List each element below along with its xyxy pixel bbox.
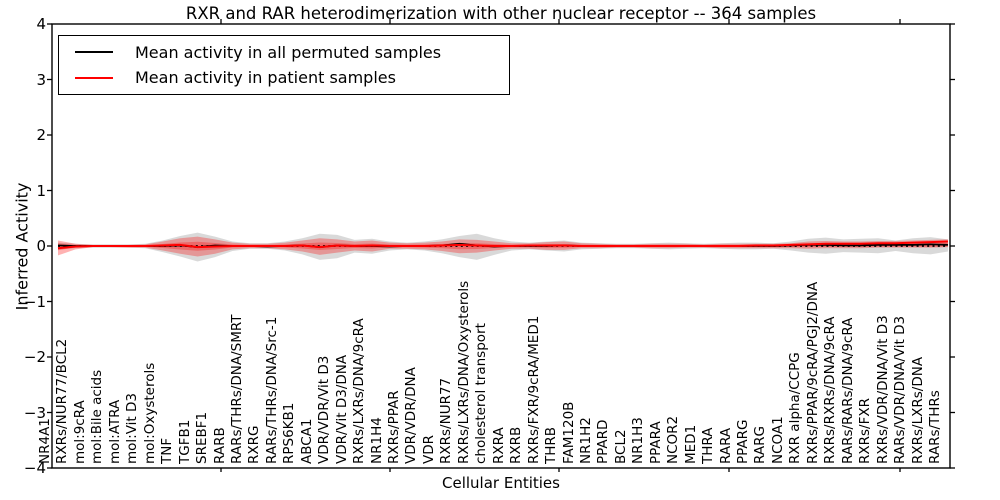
x-category-label: RARs/RARs/DNA/9cRA	[839, 317, 856, 464]
patient-mean-line	[57, 240, 948, 250]
x-category-label: RPS6KB1	[281, 402, 298, 464]
x-category-label: BCL2	[612, 429, 629, 464]
x-category-label: PPARG	[735, 419, 751, 465]
legend-item-patient: Mean activity in patient samples	[59, 68, 509, 87]
x-category-label: RXRs/FXR	[857, 398, 874, 464]
x-category-label: RARs/THRs/DNA/SMRT	[228, 314, 245, 464]
x-category-label: SREBF1	[194, 411, 211, 464]
x-category-label: NCOA1	[769, 416, 786, 464]
x-category-label: RXRs/LXRs/DNA	[909, 356, 926, 464]
x-category-label: cholesterol transport	[473, 323, 490, 464]
x-category-label: FAM120B	[560, 401, 577, 464]
x-category-label: RXRB	[508, 426, 525, 464]
x-category-label: VDR/Vit D3/DNA	[333, 354, 350, 464]
x-category-label: RXRs/PPAR	[386, 390, 402, 464]
x-category-label: RARA	[717, 427, 734, 464]
x-category-label: THRB	[543, 426, 560, 464]
x-category-label: RXR alpha/CCPG	[787, 352, 804, 464]
y-tick-label: 4	[36, 15, 46, 33]
y-tick-label: −2	[23, 348, 46, 366]
x-category-label: RXRs/LXRs/DNA/9cRA	[351, 318, 368, 464]
x-category-label: mol:Bile acids	[89, 369, 106, 464]
x-category-label: RARG	[752, 426, 769, 464]
x-category-label: mol:Vit D3	[124, 393, 141, 464]
x-category-label: RXRs/VDR/DNA/Vit D3	[874, 315, 891, 464]
legend-label-permuted: Mean activity in all permuted samples	[135, 42, 442, 62]
x-category-label: RXRs/NUR77/BCL2	[54, 338, 71, 464]
legend-line-black-icon	[75, 51, 113, 54]
x-category-label: RXRs/FXR/9cRA/MED1	[525, 315, 542, 464]
x-category-label: RXRA	[490, 427, 507, 464]
x-category-label: NR1H2	[577, 417, 594, 464]
x-category-label: NCOR2	[665, 415, 682, 464]
legend-line-red-icon	[75, 76, 113, 79]
x-category-label: RARs/VDR/DNA/Vit D3	[892, 315, 909, 464]
x-category-label: RXRG	[246, 425, 263, 464]
x-category-label: TGFB1	[176, 419, 193, 464]
x-category-label: ABCA1	[298, 418, 315, 464]
y-tick-label: −4	[23, 459, 46, 477]
x-category-label: RXRs/PPAR/9cRA/PGJ2/DNA	[804, 281, 821, 464]
y-tick-label: −1	[23, 292, 46, 311]
x-category-label: MED1	[682, 424, 699, 464]
legend-item-permuted: Mean activity in all permuted samples	[59, 43, 509, 62]
x-category-label: RXRs/NUR77	[438, 377, 455, 464]
x-category-label: mol:9cRA	[71, 400, 88, 464]
legend-label-patient: Mean activity in patient samples	[135, 68, 396, 88]
x-category-label: mol:ATRA	[106, 399, 123, 464]
x-category-label: NR1H3	[630, 417, 647, 464]
x-category-label: NR1H4	[368, 417, 385, 464]
x-category-label: RXRs/RXRs/DNA/9cRA	[822, 316, 839, 464]
y-tick-label: 3	[36, 70, 46, 89]
x-category-label: RARs/THRs	[926, 390, 943, 464]
x-category-label: mol:Oxysterols	[141, 362, 158, 464]
y-tick-label: −3	[23, 403, 46, 422]
y-tick-label: 2	[36, 126, 46, 144]
x-category-label: VDR/VDR/Vit D3	[316, 355, 333, 464]
chart-title: RXR and RAR heterodimerization with othe…	[185, 4, 817, 23]
x-category-label: NR4A1	[37, 418, 53, 464]
x-category-label: RARs/THRs/DNA/Src-1	[263, 316, 280, 464]
x-category-label: RARB	[211, 427, 228, 464]
legend: Mean activity in all permuted samples Me…	[58, 35, 510, 95]
y-tick-label: 0	[36, 237, 46, 255]
x-category-label: TNF	[159, 437, 176, 464]
x-category-label: VDR/VDR/DNA	[403, 367, 420, 464]
x-category-label: THRA	[700, 427, 717, 464]
x-category-label: PPARD	[595, 419, 612, 464]
y-tick-label: 1	[36, 181, 46, 200]
x-category-label: VDR	[420, 434, 437, 464]
x-category-label: RXRs/LXRs/DNA/Oxysterols	[455, 280, 472, 464]
x-category-label: PPARA	[647, 421, 664, 464]
x-axis-label: Cellular Entities	[442, 474, 560, 492]
